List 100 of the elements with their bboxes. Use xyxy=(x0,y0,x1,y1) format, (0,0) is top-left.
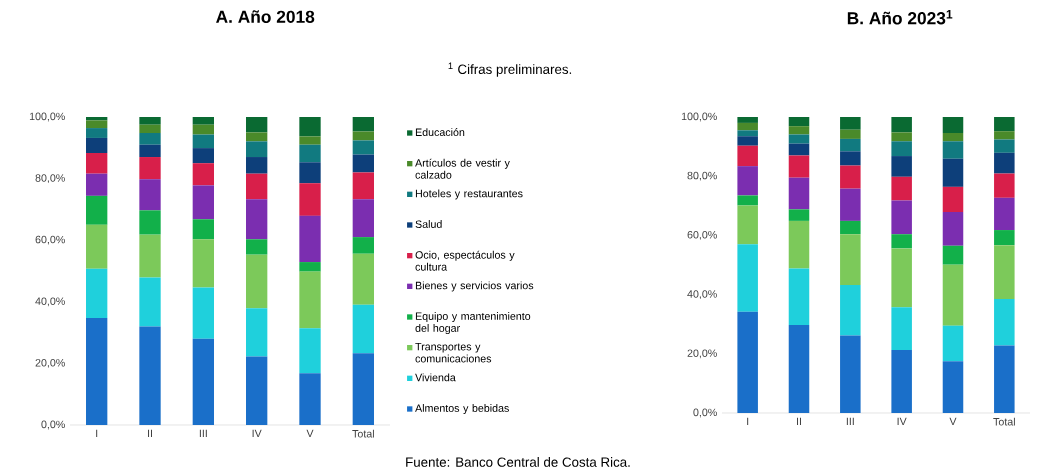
bar xyxy=(840,234,861,286)
bar xyxy=(246,356,268,425)
y-tick-label: 40,0% xyxy=(35,297,65,307)
bar xyxy=(352,253,375,305)
bar xyxy=(737,130,758,137)
bar xyxy=(86,195,108,225)
y-tick-label: 0,0% xyxy=(41,420,65,430)
bar xyxy=(86,268,108,319)
bar xyxy=(737,136,758,146)
chart-title: A. Año 2018 xyxy=(216,10,315,23)
bar xyxy=(139,179,161,211)
bar xyxy=(299,162,321,184)
bar xyxy=(891,132,912,142)
y-tick-label: 100,0% xyxy=(681,112,717,122)
bar xyxy=(299,262,321,272)
bar xyxy=(192,239,215,288)
bar xyxy=(891,156,912,177)
bar xyxy=(737,145,758,167)
bar xyxy=(788,143,810,156)
bar xyxy=(942,132,964,142)
legend-label: Almentos y bebidas xyxy=(415,404,509,415)
y-tick-label: 20,0% xyxy=(687,349,717,359)
bar xyxy=(86,120,108,129)
bar xyxy=(942,117,964,133)
bar xyxy=(139,277,161,327)
bar xyxy=(352,131,375,141)
bar xyxy=(139,157,161,180)
bar xyxy=(942,325,964,362)
bar xyxy=(840,129,861,139)
bar xyxy=(891,349,912,413)
bar xyxy=(788,126,810,135)
bar xyxy=(737,311,758,413)
bar xyxy=(840,151,861,166)
legend-label: Educación xyxy=(415,128,465,137)
y-tick-label: 40,0% xyxy=(687,290,717,299)
bar xyxy=(994,299,1015,346)
bar xyxy=(891,176,912,201)
bar xyxy=(246,116,268,133)
bar xyxy=(737,195,758,206)
y-tick-label: 60,0% xyxy=(687,230,717,240)
bar xyxy=(788,209,810,221)
bar xyxy=(942,264,964,326)
bar xyxy=(352,140,375,155)
bar xyxy=(86,137,108,154)
bar xyxy=(840,138,861,152)
x-tick-label: V xyxy=(949,417,957,426)
bar xyxy=(840,220,861,235)
bar xyxy=(994,131,1015,140)
bar xyxy=(299,136,321,145)
bar xyxy=(246,141,268,158)
legend-label: Vivienda xyxy=(415,373,456,382)
bar xyxy=(139,326,161,425)
legend-label: Ocio, espectáculos y cultura xyxy=(415,250,515,271)
bar xyxy=(788,155,810,178)
bar xyxy=(840,285,861,336)
bar xyxy=(891,200,912,235)
bar xyxy=(246,308,268,357)
bar xyxy=(352,154,375,173)
bar xyxy=(737,117,758,123)
bar xyxy=(994,245,1015,300)
bar xyxy=(840,117,861,130)
bar xyxy=(891,141,912,157)
bar xyxy=(246,173,268,200)
y-tick-label: 100,0% xyxy=(29,112,65,122)
bar xyxy=(788,268,810,326)
bar xyxy=(352,353,375,425)
bar xyxy=(994,152,1015,174)
bar xyxy=(139,144,161,158)
bar xyxy=(737,166,758,196)
bar xyxy=(299,215,321,263)
legend-label: Transportes y comunicaciones xyxy=(415,342,492,363)
x-tick-label: II xyxy=(797,417,801,426)
legend-label: Hoteles y restaurantes xyxy=(415,189,523,200)
bar xyxy=(994,117,1015,132)
bar xyxy=(139,234,161,278)
chart-title: B. Año 2023$^{1}$ xyxy=(847,10,953,25)
x-tick-label: V xyxy=(306,429,314,438)
y-tick-label: 0,0% xyxy=(693,408,717,418)
bar xyxy=(942,361,964,413)
bar xyxy=(192,287,215,339)
bar xyxy=(737,122,758,131)
bar xyxy=(942,212,964,246)
bar xyxy=(192,134,215,149)
source-note: Fuente: Banco Central de Costa Rica. xyxy=(406,457,630,467)
bar xyxy=(788,134,810,144)
bar xyxy=(139,116,161,125)
bar xyxy=(86,173,108,196)
bar xyxy=(86,318,108,425)
bar xyxy=(86,224,108,269)
text: $^{1}$ Cifras preliminares. xyxy=(448,62,572,77)
bar xyxy=(352,237,375,254)
bar xyxy=(994,345,1015,413)
bar xyxy=(86,153,108,174)
bar xyxy=(994,197,1015,231)
x-tick-label: II xyxy=(148,429,152,438)
x-tick-label: Total xyxy=(993,417,1015,426)
x-tick-label: I xyxy=(747,417,749,426)
bar xyxy=(299,183,321,216)
bar xyxy=(299,144,321,163)
bar xyxy=(942,186,964,213)
